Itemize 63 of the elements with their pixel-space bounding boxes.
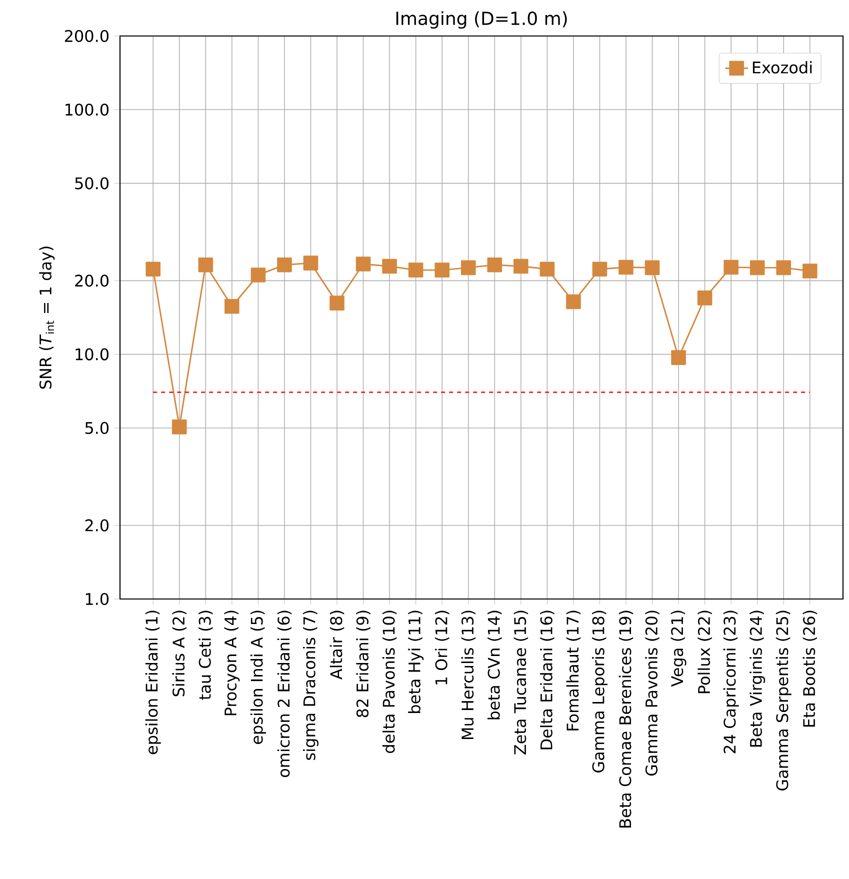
x-tick-label: Pollux (22)	[698, 610, 712, 694]
y-tick-label: 10.0	[76, 348, 109, 360]
point	[618, 260, 634, 275]
x-tick-label: 82 Eridani (9)	[356, 610, 370, 718]
x-tick-label: 1 Ori (12)	[434, 610, 450, 684]
y-tick-label: 200.0	[64, 30, 109, 42]
x-tick-label: epsilon Eridani (1)	[145, 610, 161, 754]
y-tick-label: 50.0	[75, 177, 109, 190]
point	[514, 258, 528, 274]
x-tick-label: Mu Herculis (13)	[461, 610, 476, 740]
point	[776, 260, 792, 276]
y-axis-title: SNR (T$_{int}$ = 1 day)	[39, 246, 55, 389]
x-tick-label: Beta Virginis (24)	[750, 610, 766, 747]
x-tick-label: Gamma Serpentis (25)	[776, 610, 792, 790]
x-tick-label: Gamma Pavonis (20)	[645, 610, 660, 776]
point	[644, 260, 660, 276]
point	[250, 268, 266, 282]
x-tick-label: 24 Capricorni (23)	[723, 610, 739, 754]
x-tick-label: Vega (21)	[670, 610, 686, 687]
x-tick-label: Zeta Tucanae (15)	[514, 610, 528, 754]
x-tick-label: Sirius A (2)	[172, 610, 187, 696]
point	[224, 298, 240, 314]
x-tick-label: Gamma Leporis (18)	[592, 610, 608, 772]
point	[277, 257, 292, 272]
y-tick-label: 1.0	[86, 592, 109, 606]
point	[434, 262, 450, 278]
x-tick-label: tau Ceti (3)	[198, 610, 213, 700]
x-tick-label: Delta Eridani (16)	[540, 610, 554, 750]
y-tick-label: 5.0	[85, 422, 109, 434]
chart-title: Imaging (D=1.0 m)	[396, 11, 567, 29]
point	[460, 260, 476, 276]
point	[487, 257, 502, 272]
point	[198, 257, 214, 272]
x-tick-label: beta CVn (14)	[488, 610, 502, 720]
legend-label: Exozodi	[752, 61, 812, 74]
point	[408, 262, 424, 278]
point	[303, 256, 318, 270]
x-tick-label: omicron 2 Eridani (6)	[277, 610, 292, 778]
point	[750, 260, 765, 276]
x-tick-label: epsilon Indi A (5)	[250, 610, 266, 744]
point	[671, 350, 686, 365]
point	[172, 420, 187, 434]
x-tick-label: Procyon A (4)	[224, 610, 240, 716]
x-tick-label: Altair (8)	[330, 610, 344, 680]
x-tick-label: beta Hyi (11)	[408, 610, 424, 713]
y-tick-label: 20.0	[75, 274, 109, 287]
y-tick-label: 100.0	[66, 104, 109, 116]
x-tick-label: sigma Draconis (7)	[302, 610, 318, 760]
y-tick-label: 2.0	[85, 519, 109, 532]
point	[330, 296, 344, 310]
x-tick-label: Eta Bootis (26)	[802, 610, 818, 727]
point	[382, 258, 397, 274]
point	[697, 290, 712, 306]
x-tick-label: delta Pavonis (10)	[382, 610, 397, 753]
point	[724, 260, 738, 275]
point	[592, 262, 608, 277]
x-tick-label: Fomalhaut (17)	[566, 610, 581, 730]
point	[802, 264, 818, 278]
x-tick-label: Beta Comae Berenices (19)	[618, 610, 634, 828]
point	[356, 256, 371, 272]
point	[566, 294, 581, 310]
point	[540, 262, 555, 277]
point	[146, 262, 160, 277]
